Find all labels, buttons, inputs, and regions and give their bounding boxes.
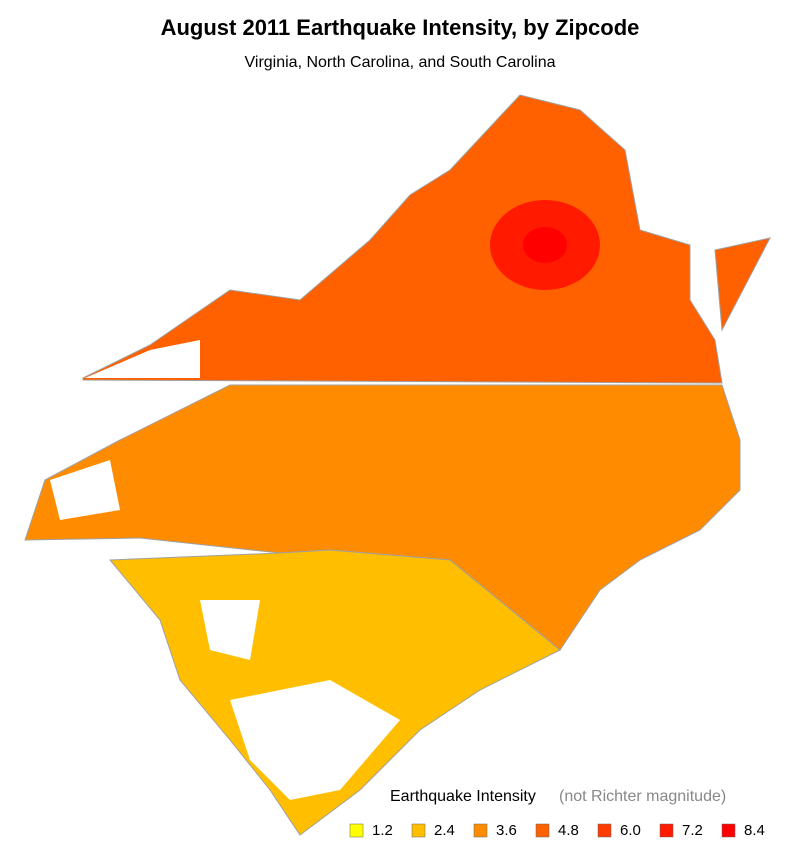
legend-label: 6.0 xyxy=(620,822,641,839)
legend-swatch xyxy=(349,823,364,838)
legend-swatch xyxy=(659,823,674,838)
epicenter-core xyxy=(523,227,567,263)
legend-swatch xyxy=(411,823,426,838)
legend-label: 4.8 xyxy=(558,822,579,839)
legend-swatch xyxy=(721,823,736,838)
legend-title: Earthquake Intensity xyxy=(390,788,536,805)
virginia xyxy=(82,94,723,384)
legend-label: 7.2 xyxy=(682,822,703,839)
no-data-area xyxy=(200,600,260,660)
chart-title: August 2011 Earthquake Intensity, by Zip… xyxy=(161,15,640,40)
eastern-shore xyxy=(714,237,771,332)
no-data-area xyxy=(85,340,200,378)
map xyxy=(24,94,771,836)
legend-label: 8.4 xyxy=(744,822,765,839)
legend-swatch xyxy=(473,823,488,838)
legend-label: 1.2 xyxy=(372,822,393,839)
legend-swatch xyxy=(597,823,612,838)
chart-subtitle: Virginia, North Carolina, and South Caro… xyxy=(245,54,556,71)
legend-note: (not Richter magnitude) xyxy=(559,788,726,805)
legend-label: 2.4 xyxy=(434,822,455,839)
no-data-area xyxy=(50,460,120,520)
no-data-area xyxy=(230,680,400,800)
legend: 1.2 2.4 3.6 4.8 6.0 7.2 8.4 xyxy=(349,822,765,839)
legend-label: 3.6 xyxy=(496,822,517,839)
legend-swatch xyxy=(535,823,550,838)
